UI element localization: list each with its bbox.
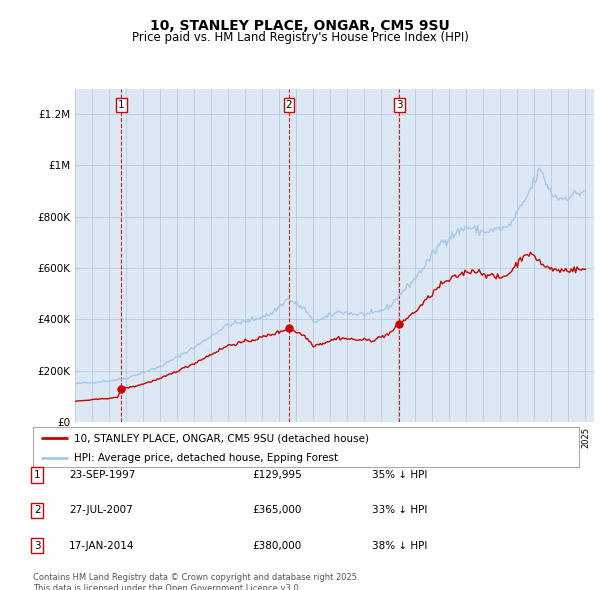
Text: 10, STANLEY PLACE, ONGAR, CM5 9SU: 10, STANLEY PLACE, ONGAR, CM5 9SU — [150, 19, 450, 33]
Text: 33% ↓ HPI: 33% ↓ HPI — [372, 506, 427, 515]
Text: 38% ↓ HPI: 38% ↓ HPI — [372, 541, 427, 550]
Text: 1: 1 — [34, 470, 41, 480]
Text: 27-JUL-2007: 27-JUL-2007 — [69, 506, 133, 515]
Text: HPI: Average price, detached house, Epping Forest: HPI: Average price, detached house, Eppi… — [74, 454, 338, 464]
Text: 17-JAN-2014: 17-JAN-2014 — [69, 541, 134, 550]
Text: 2: 2 — [286, 100, 292, 110]
Text: 10, STANLEY PLACE, ONGAR, CM5 9SU (detached house): 10, STANLEY PLACE, ONGAR, CM5 9SU (detac… — [74, 434, 369, 444]
Text: 2: 2 — [34, 506, 41, 515]
Text: Contains HM Land Registry data © Crown copyright and database right 2025.
This d: Contains HM Land Registry data © Crown c… — [33, 573, 359, 590]
Text: Price paid vs. HM Land Registry's House Price Index (HPI): Price paid vs. HM Land Registry's House … — [131, 31, 469, 44]
Text: £365,000: £365,000 — [252, 506, 301, 515]
Text: 35% ↓ HPI: 35% ↓ HPI — [372, 470, 427, 480]
Text: 1: 1 — [118, 100, 125, 110]
Text: 23-SEP-1997: 23-SEP-1997 — [69, 470, 136, 480]
Text: 3: 3 — [396, 100, 403, 110]
Text: £129,995: £129,995 — [252, 470, 302, 480]
Text: £380,000: £380,000 — [252, 541, 301, 550]
Text: 3: 3 — [34, 541, 41, 550]
